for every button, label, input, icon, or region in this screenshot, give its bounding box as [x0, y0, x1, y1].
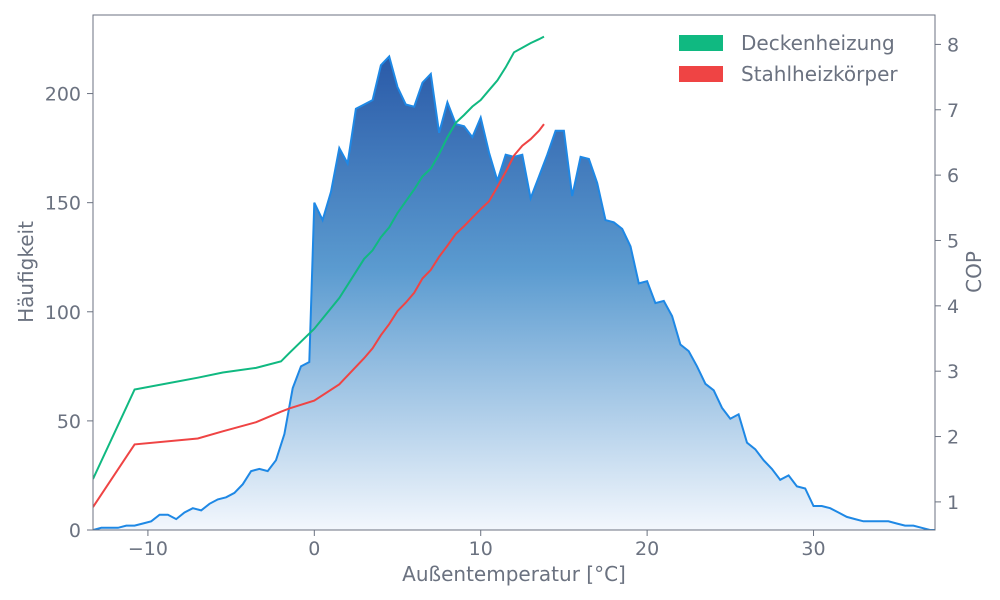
legend-label-deckenheizung: Deckenheizung	[741, 31, 895, 55]
x-tick-label: −10	[128, 538, 168, 560]
y-left-tick-label: 200	[45, 84, 81, 106]
legend-label-stahlheizkoerper: Stahlheizkörper	[741, 62, 898, 86]
histogram-area	[93, 56, 935, 530]
y-axis-left: 0 50 100 150 200	[45, 84, 93, 542]
y-left-tick-label: 0	[69, 520, 81, 542]
series-line-deckenheizung	[93, 35, 545, 480]
y-left-tick-label: 50	[57, 411, 81, 433]
y-axis-left-title: Häufigkeit	[14, 221, 38, 323]
y-right-tick-label: 5	[947, 230, 959, 252]
x-axis-title: Außentemperatur [°C]	[402, 562, 626, 586]
y-right-tick-label: 6	[947, 165, 959, 187]
y-right-tick-label: 2	[947, 427, 959, 449]
y-axis-right-title: COP	[962, 251, 986, 293]
legend-swatch-deckenheizung	[679, 35, 723, 51]
x-tick-label: 20	[635, 538, 659, 560]
x-tick-label: 0	[308, 538, 320, 560]
y-right-tick-label: 1	[947, 492, 959, 514]
series-line-stahlheizkoerper	[93, 123, 545, 508]
y-right-tick-label: 8	[947, 34, 959, 56]
plot-frame	[92, 14, 936, 531]
x-tick-label: 30	[801, 538, 825, 560]
y-right-tick-label: 3	[947, 361, 959, 383]
y-right-tick-label: 4	[947, 296, 959, 318]
y-axis-right: 1 2 3 4 5 6 7 8	[935, 34, 959, 514]
y-left-tick-label: 100	[45, 302, 81, 324]
y-left-tick-label: 150	[45, 193, 81, 215]
x-axis: −10 0 10 20 30	[128, 530, 826, 560]
y-right-tick-label: 7	[947, 100, 959, 122]
x-tick-label: 10	[469, 538, 493, 560]
legend: Deckenheizung Stahlheizkörper	[679, 31, 898, 86]
legend-swatch-stahlheizkoerper	[679, 66, 723, 82]
